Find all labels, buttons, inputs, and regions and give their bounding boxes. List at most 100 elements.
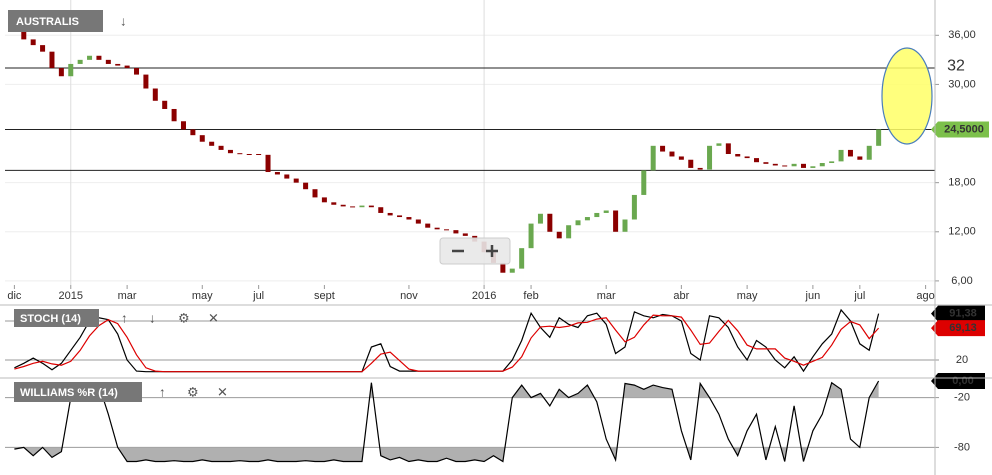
- value-tag: [931, 373, 985, 389]
- settings-icon[interactable]: ⚙: [178, 310, 190, 325]
- close-icon[interactable]: ✕: [217, 384, 228, 399]
- candle: [444, 229, 450, 231]
- x-tick-label: dic: [7, 290, 22, 302]
- candle: [180, 121, 186, 130]
- candle: [331, 202, 337, 205]
- x-tick-label: ago: [916, 290, 934, 302]
- candle: [688, 159, 694, 168]
- candle: [387, 212, 393, 216]
- candle: [697, 167, 703, 170]
- candle: [284, 174, 290, 179]
- value-tag-label: 91,38: [949, 308, 977, 320]
- candle: [556, 231, 562, 239]
- candle: [782, 165, 788, 167]
- candle: [744, 156, 750, 159]
- x-tick-label: feb: [523, 290, 538, 302]
- candle: [847, 149, 853, 157]
- candle: [735, 154, 741, 157]
- candle: [725, 143, 731, 155]
- chart-title: AUSTRALIS: [16, 16, 79, 28]
- candle: [857, 156, 863, 160]
- candle: [829, 161, 835, 164]
- candle: [453, 230, 459, 234]
- candle: [162, 100, 168, 109]
- candle: [30, 39, 36, 46]
- candle: [537, 213, 543, 224]
- horizontal-line-label: 32: [947, 57, 965, 74]
- candle: [58, 68, 64, 77]
- y-tick-label: 30,00: [948, 78, 976, 90]
- x-tick-label: mar: [597, 290, 616, 302]
- candle: [190, 129, 196, 136]
- y-tick-label: 6,00: [951, 275, 972, 287]
- candle: [566, 225, 572, 239]
- x-tick-label: jul: [252, 290, 264, 302]
- sort-icon[interactable]: ↓: [120, 13, 127, 28]
- x-tick-label: mar: [118, 290, 137, 302]
- y-tick-label: 12,00: [948, 226, 976, 238]
- candle: [209, 141, 215, 146]
- x-tick-label: sept: [314, 290, 335, 302]
- candle: [312, 189, 318, 198]
- candle: [105, 59, 111, 64]
- close-icon[interactable]: ✕: [208, 310, 219, 325]
- move-down-icon[interactable]: ↓: [149, 310, 156, 325]
- indicator-title: WILLIAMS %R (14): [20, 387, 118, 399]
- price-tag: [931, 121, 989, 138]
- candle: [810, 166, 816, 168]
- x-tick-label: nov: [400, 290, 418, 302]
- value-tag: [931, 305, 985, 322]
- candle: [199, 135, 205, 142]
- candle: [406, 217, 412, 220]
- candle: [650, 145, 656, 171]
- x-tick-label: may: [192, 290, 213, 302]
- candle: [350, 206, 356, 208]
- move-up-icon[interactable]: ↑: [121, 310, 128, 325]
- candle: [631, 194, 637, 220]
- candle: [603, 210, 609, 213]
- candle: [321, 197, 327, 203]
- candle: [124, 65, 130, 69]
- candle: [218, 145, 224, 150]
- candle: [340, 204, 346, 207]
- candle: [575, 220, 581, 226]
- indicator-line: [14, 380, 880, 463]
- candle: [707, 145, 713, 170]
- x-tick-label: 2016: [472, 290, 496, 302]
- candle: [763, 162, 769, 164]
- y-tick-label: 18,00: [948, 177, 976, 189]
- candle: [622, 219, 628, 232]
- band-fill: [14, 381, 879, 398]
- candle: [509, 268, 515, 273]
- y-tick-label: -20: [954, 392, 970, 404]
- candle: [425, 223, 431, 228]
- move-up-icon[interactable]: ↑: [159, 384, 166, 399]
- candle: [434, 227, 440, 230]
- y-tick-label: 36,00: [948, 29, 976, 41]
- candle: [49, 51, 55, 69]
- candle: [134, 68, 140, 75]
- candle: [368, 205, 374, 208]
- x-tick-label: may: [737, 290, 758, 302]
- candle: [227, 149, 233, 154]
- price-tag-label: 24,5000: [944, 123, 984, 135]
- indicator-title: STOCH (14): [20, 313, 81, 325]
- x-tick-label: jul: [853, 290, 865, 302]
- candle: [274, 172, 280, 175]
- candle: [171, 108, 177, 122]
- candle: [772, 163, 778, 166]
- y-tick-label: -80: [954, 441, 970, 453]
- candle: [500, 262, 506, 273]
- candle: [40, 45, 46, 52]
- candle: [265, 154, 271, 173]
- y-tick-label: 20: [956, 354, 968, 366]
- candle: [256, 154, 262, 156]
- value-tag-label: 69,13: [949, 322, 977, 334]
- candle: [819, 163, 825, 167]
- candle: [378, 207, 384, 213]
- settings-icon[interactable]: ⚙: [187, 384, 199, 399]
- candle: [584, 217, 590, 221]
- title-box: [8, 10, 103, 32]
- candle: [866, 145, 872, 160]
- zoom-controls: [439, 237, 511, 265]
